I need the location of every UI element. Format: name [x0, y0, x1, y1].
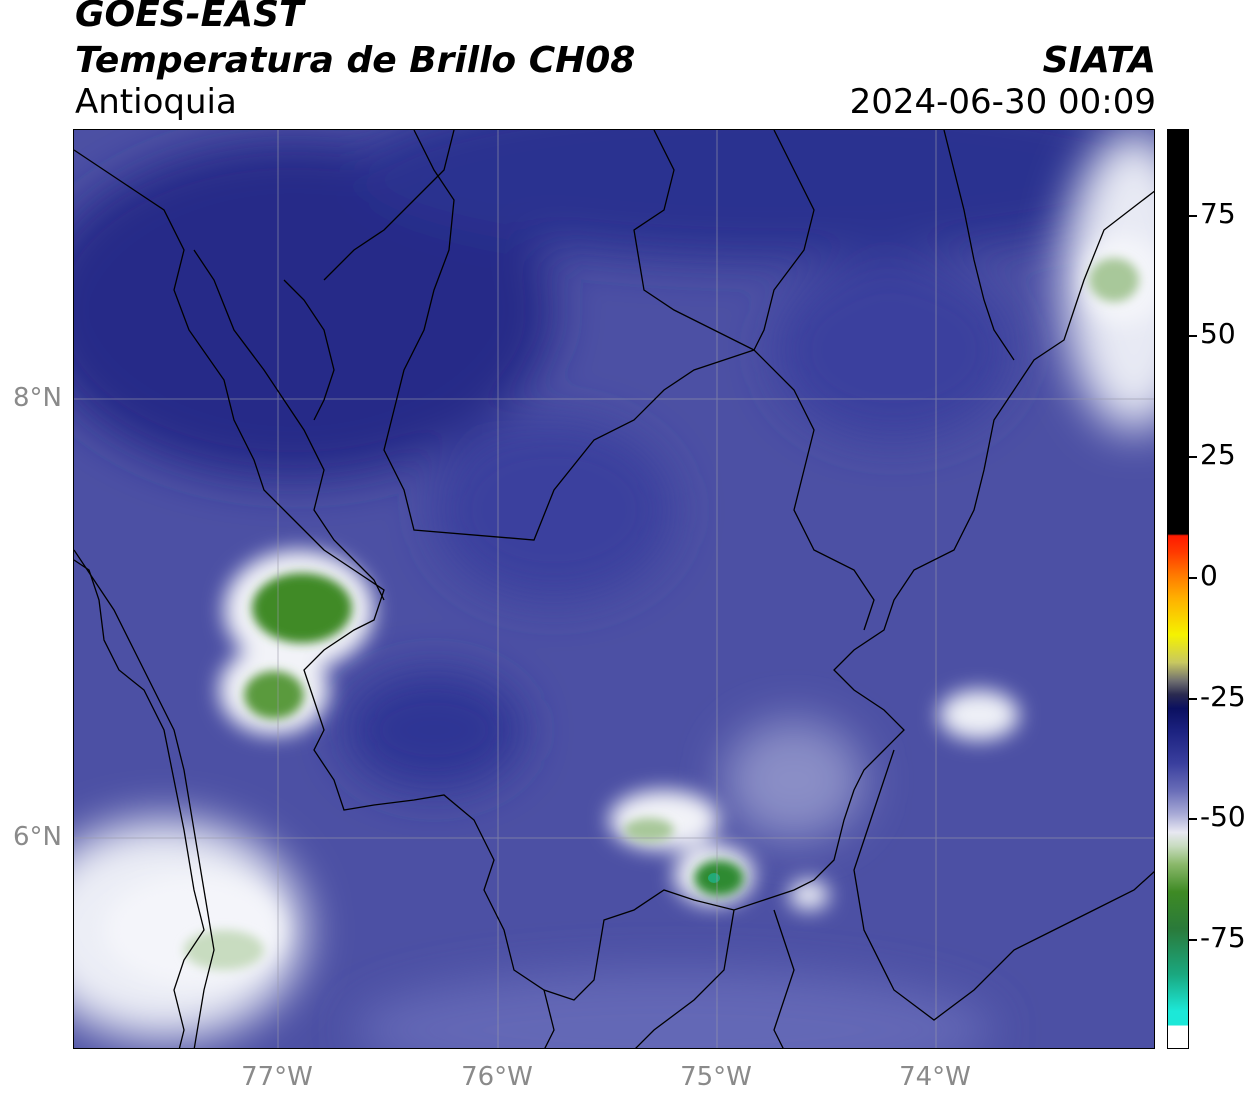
colorbar-tick: [1189, 215, 1197, 217]
coldest-pixel: [708, 873, 720, 883]
coastline: [74, 130, 455, 1048]
brightness-temperature-map: [73, 129, 1155, 1049]
map-canvas: [74, 130, 1154, 1048]
lon-label-77w: 77°W: [241, 1062, 313, 1092]
lon-label-74w: 74°W: [899, 1062, 971, 1092]
lat-label-8n: 8°N: [13, 383, 62, 413]
admin-boundaries: [74, 130, 1154, 1048]
product-title: Temperatura de Brillo CH08: [75, 40, 636, 81]
lon-label-75w: 75°W: [680, 1062, 752, 1092]
colorbar-tick: [1189, 698, 1197, 700]
colorbar-label: 50: [1200, 317, 1236, 350]
cold-cloud-tops: [184, 258, 1139, 970]
colorbar: [1167, 129, 1189, 1049]
colorbar-label: 0: [1200, 559, 1218, 592]
colorbar-tick: [1189, 939, 1197, 941]
colorbar-tick: [1189, 335, 1197, 337]
colorbar-label: -75: [1200, 921, 1246, 954]
lat-label-6n: 6°N: [13, 822, 62, 852]
colorbar-tick: [1189, 818, 1197, 820]
graticule: [74, 130, 1154, 1048]
colorbar-tick: [1189, 456, 1197, 458]
colorbar-label: 75: [1200, 197, 1236, 230]
satellite-title: GOES-EAST: [75, 0, 304, 35]
lon-label-76w: 76°W: [461, 1062, 533, 1092]
timestamp-label: 2024-06-30 00:09: [849, 82, 1156, 122]
colorbar-label: -50: [1200, 800, 1246, 833]
region-label: Antioquia: [75, 82, 237, 122]
colorbar-label: -25: [1200, 680, 1246, 713]
colorbar-tick: [1189, 577, 1197, 579]
colorbar-label: 25: [1200, 438, 1236, 471]
cold-dry-regions: [74, 130, 1154, 1048]
organization-label: SIATA: [1042, 40, 1156, 81]
